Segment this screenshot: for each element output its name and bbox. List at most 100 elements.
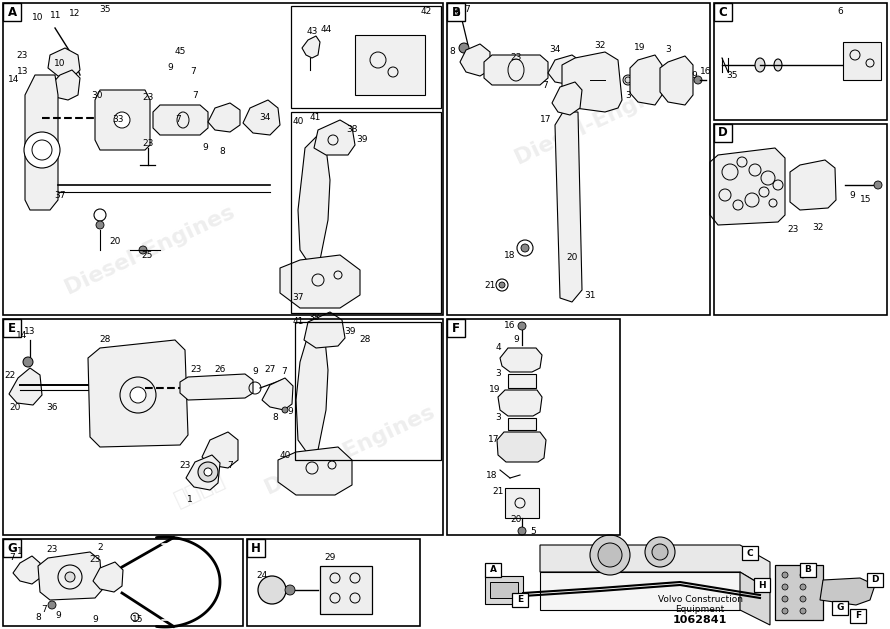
Text: 3: 3 (495, 413, 501, 423)
Text: 19: 19 (635, 43, 646, 52)
Polygon shape (25, 75, 58, 210)
Polygon shape (460, 44, 490, 76)
Text: 39: 39 (344, 328, 356, 337)
Bar (775, 565, 823, 620)
Polygon shape (202, 432, 238, 468)
Text: 23: 23 (142, 138, 154, 147)
Text: 7: 7 (41, 606, 47, 615)
Text: 21: 21 (492, 487, 504, 496)
Bar (714, 124, 732, 142)
Polygon shape (314, 120, 355, 155)
Text: 8: 8 (35, 613, 41, 621)
Bar (291, 112, 441, 313)
Text: 7: 7 (227, 460, 233, 469)
Text: Diesel-Engines: Diesel-Engines (262, 402, 438, 498)
Text: 25: 25 (142, 250, 153, 260)
Text: 1062841: 1062841 (673, 615, 727, 625)
Polygon shape (180, 374, 253, 400)
Text: 26: 26 (214, 365, 226, 374)
Circle shape (258, 576, 286, 604)
Bar (512, 593, 528, 607)
Text: 37: 37 (54, 191, 66, 199)
Polygon shape (302, 36, 320, 58)
Text: 9: 9 (454, 9, 460, 18)
Text: 18: 18 (505, 250, 515, 260)
Polygon shape (38, 552, 102, 600)
Polygon shape (548, 55, 582, 85)
Bar (3, 539, 21, 557)
Text: 9: 9 (514, 335, 519, 345)
Circle shape (782, 608, 788, 614)
Bar (447, 539, 887, 626)
Text: 9: 9 (55, 611, 61, 620)
Polygon shape (660, 56, 693, 105)
Text: 39: 39 (356, 135, 368, 145)
Text: 7: 7 (175, 116, 181, 125)
Text: 20: 20 (566, 253, 578, 262)
Bar (447, 319, 620, 535)
Text: G: G (7, 542, 17, 555)
Text: Volvo Construction: Volvo Construction (658, 596, 742, 604)
Circle shape (782, 572, 788, 578)
Text: 7: 7 (192, 91, 198, 99)
Polygon shape (630, 55, 662, 105)
Text: 23: 23 (510, 53, 522, 62)
Text: C: C (747, 548, 753, 557)
Bar (843, 42, 881, 80)
Polygon shape (562, 52, 622, 112)
Polygon shape (153, 105, 208, 135)
Text: 15: 15 (861, 196, 871, 204)
Text: 14: 14 (8, 75, 20, 84)
Bar (295, 322, 441, 460)
Bar (714, 3, 732, 21)
Text: 9: 9 (93, 616, 98, 625)
Polygon shape (262, 378, 293, 410)
Text: 38: 38 (308, 313, 320, 323)
Circle shape (623, 75, 633, 85)
Text: 7: 7 (190, 67, 196, 77)
Text: 23: 23 (190, 365, 202, 374)
Polygon shape (540, 545, 770, 590)
Text: 16: 16 (505, 321, 515, 330)
Text: 20: 20 (510, 516, 522, 525)
Circle shape (96, 221, 104, 229)
Bar (800, 563, 816, 577)
Polygon shape (740, 572, 770, 625)
Text: 6: 6 (837, 8, 843, 16)
Text: 27: 27 (264, 365, 276, 374)
Text: 42: 42 (420, 8, 432, 16)
Text: 17: 17 (489, 435, 500, 445)
Circle shape (204, 468, 212, 476)
Polygon shape (820, 578, 875, 605)
Text: 10: 10 (54, 60, 66, 69)
Text: 7: 7 (9, 554, 15, 562)
Text: 43: 43 (306, 28, 318, 36)
Text: 41: 41 (310, 113, 320, 123)
Text: 34: 34 (259, 113, 271, 123)
Polygon shape (710, 148, 785, 225)
Text: 7: 7 (542, 81, 548, 89)
Text: 45: 45 (174, 48, 186, 57)
Text: 5: 5 (530, 526, 536, 535)
Text: F: F (452, 321, 460, 335)
Text: 40: 40 (279, 450, 291, 460)
Bar (247, 539, 420, 626)
Circle shape (65, 572, 75, 582)
Text: 2: 2 (97, 543, 103, 552)
Text: 9: 9 (167, 64, 173, 72)
Text: 23: 23 (89, 555, 101, 564)
Circle shape (198, 462, 218, 482)
Circle shape (459, 43, 469, 53)
Circle shape (130, 387, 146, 403)
Text: A: A (7, 6, 17, 18)
Text: D: D (718, 126, 728, 140)
Circle shape (800, 608, 806, 614)
Text: 21: 21 (484, 281, 496, 289)
Text: H: H (758, 581, 765, 589)
Text: 3: 3 (495, 369, 501, 379)
Bar (320, 566, 372, 614)
Bar (490, 582, 518, 598)
Polygon shape (298, 135, 330, 265)
Circle shape (782, 596, 788, 602)
Text: 12: 12 (69, 9, 81, 18)
